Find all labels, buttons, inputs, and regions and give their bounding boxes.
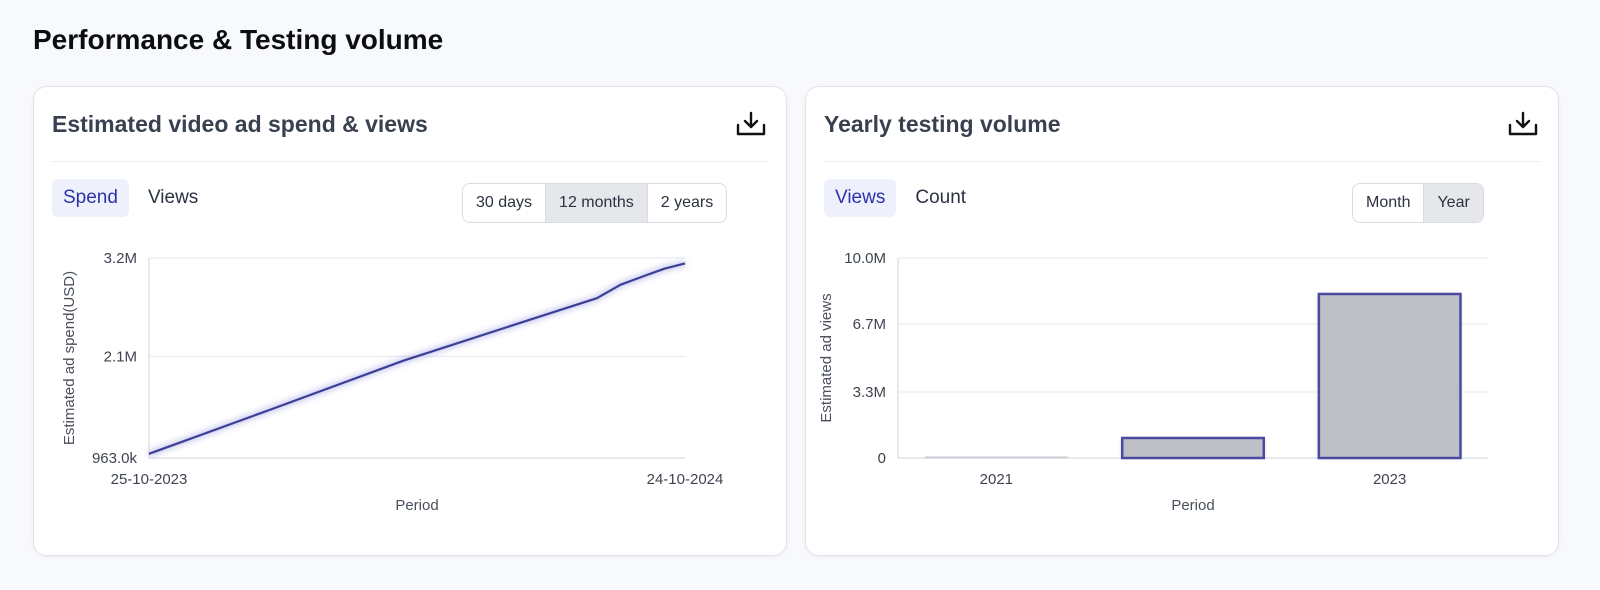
range-selector: 30 days 12 months 2 years: [462, 183, 728, 223]
range-30-days-button[interactable]: 30 days: [463, 184, 547, 222]
divider: [824, 161, 1540, 162]
range-2-years-button[interactable]: 2 years: [660, 194, 714, 211]
x-axis-title: Period: [1171, 497, 1214, 514]
tab-count[interactable]: Count: [915, 187, 967, 208]
card-title: Yearly testing volume: [824, 111, 1061, 137]
views-bar-chart: 0 3.3M 6.7M 10.0M 2021 2023 Period Estimated ad…: [818, 250, 1488, 514]
bar: [1317, 292, 1462, 460]
y-axis-title: Estimated ad views: [818, 293, 835, 422]
bar: [1120, 436, 1266, 460]
x-tick-label: 2023: [1373, 471, 1406, 488]
x-tick-label: 25-10-2023: [111, 471, 188, 488]
period-month-button[interactable]: Month: [1353, 184, 1425, 222]
period-year-button[interactable]: Year: [1424, 184, 1483, 222]
y-tick-label: 2.1M: [104, 348, 137, 365]
x-tick-label: 2021: [980, 471, 1013, 488]
metric-tabs: Spend Views: [52, 179, 209, 217]
ad-spend-card: Estimated video ad spend & views Spend V…: [33, 86, 787, 556]
x-tick-label: 24-10-2024: [647, 471, 724, 488]
spend-line-chart: 963.0k 2.1M 3.2M 25-10-2023 24-10-2024 Period…: [61, 250, 724, 514]
y-tick-label: 10.0M: [844, 250, 886, 267]
series-line: [148, 262, 686, 455]
divider: [52, 161, 768, 162]
tab-views[interactable]: Views: [147, 187, 199, 208]
tab-views[interactable]: Views: [824, 179, 897, 217]
x-axis-title: Period: [395, 497, 438, 514]
y-tick-label: 963.0k: [92, 450, 138, 467]
download-icon[interactable]: [1508, 111, 1538, 137]
y-tick-label: 0: [878, 450, 886, 467]
bar: [925, 456, 1068, 459]
y-tick-label: 3.3M: [853, 384, 886, 401]
y-tick-label: 3.2M: [104, 250, 137, 267]
range-12-months-button[interactable]: 12 months: [546, 184, 648, 222]
card-title: Estimated video ad spend & views: [52, 111, 428, 137]
period-selector: Month Year: [1352, 183, 1484, 223]
tab-spend[interactable]: Spend: [52, 179, 129, 217]
y-tick-label: 6.7M: [853, 316, 886, 333]
page-title: Performance & Testing volume: [33, 24, 444, 55]
testing-volume-card: Yearly testing volume Views Count Month …: [805, 86, 1559, 556]
y-axis-title: Estimated ad spend(USD): [61, 271, 78, 445]
metric-tabs: Views Count: [824, 179, 977, 217]
download-icon[interactable]: [736, 111, 766, 137]
